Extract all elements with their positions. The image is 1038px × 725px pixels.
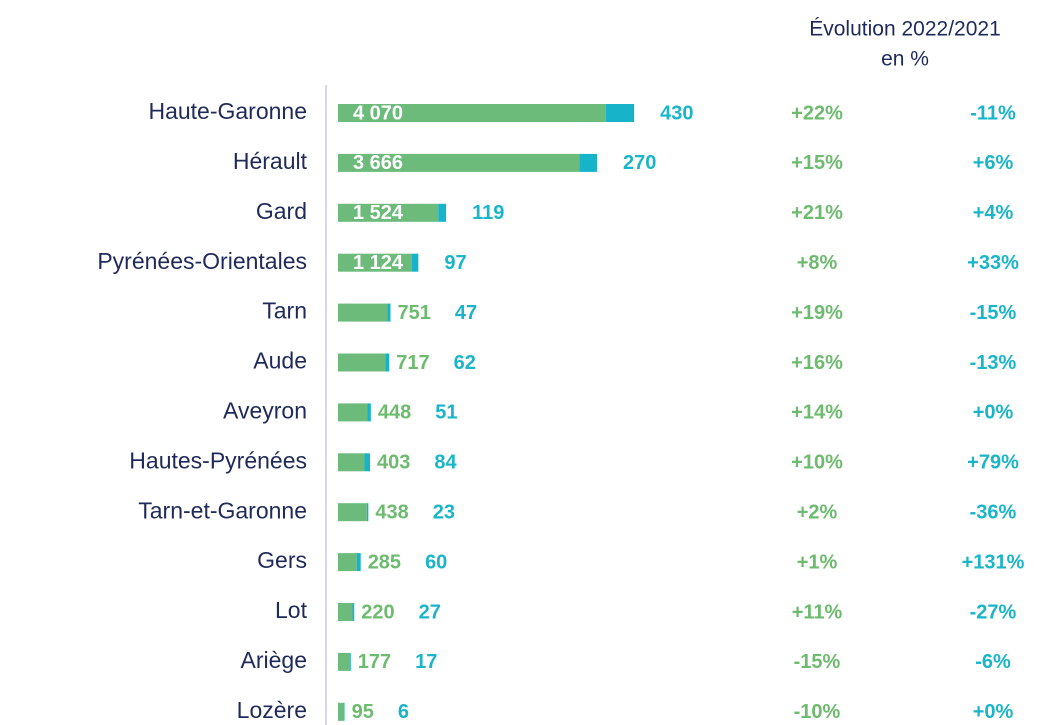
evolution-label: +2% (797, 501, 838, 523)
bar-segment (338, 253, 412, 272)
value-label: 4 070 (353, 102, 403, 124)
evolution-label: +33% (967, 252, 1019, 274)
evolution-label: +1% (797, 551, 838, 573)
bar-segment (352, 603, 355, 621)
bar-segment (338, 104, 606, 122)
bar-segment (385, 353, 390, 372)
category-label: Haute-Garonne (148, 98, 307, 124)
bar-segment (338, 153, 580, 172)
bar-segment (366, 503, 369, 522)
value-label: 23 (433, 501, 455, 523)
category-label: Ariège (241, 647, 307, 673)
bar-segment (338, 652, 350, 671)
evolution-label: +8% (797, 252, 838, 274)
value-label: 95 (352, 701, 374, 723)
category-label: Pyrénées-Orientales (97, 248, 307, 274)
bar-segment (338, 453, 365, 472)
evolution-label: +131% (962, 551, 1025, 573)
evolution-label: +14% (791, 402, 843, 424)
value-label: 60 (425, 551, 447, 573)
category-label: Lot (275, 597, 308, 623)
category-label: Hérault (233, 148, 308, 174)
evolution-label: +16% (791, 352, 843, 374)
evolution-label: -27% (970, 601, 1017, 623)
bar-segment (338, 702, 345, 721)
value-label: 717 (396, 352, 429, 374)
value-label: 1 124 (353, 252, 404, 274)
bar-segment (338, 603, 353, 621)
evolution-label: +0% (973, 402, 1014, 424)
evolution-label: +19% (791, 302, 843, 324)
evolution-label: +15% (791, 152, 843, 174)
value-label: 430 (660, 102, 693, 124)
evolution-label: +22% (791, 102, 843, 124)
value-label: 270 (623, 152, 656, 174)
value-label: 17 (415, 651, 437, 673)
value-label: 51 (435, 402, 457, 424)
bar-segment (367, 403, 371, 422)
evolution-label: +79% (967, 452, 1019, 474)
category-label: Lozère (237, 697, 307, 723)
value-label: 220 (361, 601, 394, 623)
evolution-label: +11% (792, 601, 843, 623)
evolution-label: +10% (791, 452, 843, 474)
bar-segment (579, 153, 597, 172)
bar-segment (338, 403, 368, 422)
bar-segment (364, 453, 371, 472)
category-label: Tarn-et-Garonne (138, 497, 307, 523)
category-label: Hautes-Pyrénées (129, 447, 307, 473)
value-label: 448 (378, 402, 411, 424)
value-label: 84 (434, 452, 457, 474)
bar-segment (387, 303, 391, 322)
category-label: Gard (256, 198, 307, 224)
value-label: 177 (358, 651, 391, 673)
evolution-label: +21% (791, 202, 843, 224)
bar-segment (349, 652, 351, 671)
category-label: Aveyron (223, 397, 307, 423)
evolution-label: -15% (794, 651, 841, 673)
value-label: 47 (455, 302, 477, 324)
evolution-label: -10% (794, 701, 841, 723)
value-label: 97 (444, 252, 466, 274)
evolution-label: +6% (973, 152, 1014, 174)
value-label: 27 (419, 601, 441, 623)
bar-segment (438, 203, 447, 222)
value-label: 3 666 (353, 152, 403, 174)
evolution-label: +4% (973, 202, 1014, 224)
value-label: 119 (472, 202, 504, 224)
value-label: 403 (377, 452, 410, 474)
bar-segment (338, 553, 357, 572)
category-label: Tarn (262, 298, 307, 324)
evolution-label: -11% (970, 102, 1016, 124)
category-label: Gers (257, 547, 307, 573)
header-line: Évolution 2022/2021 (809, 18, 1001, 41)
value-label: 285 (368, 551, 401, 573)
value-label: 438 (375, 501, 408, 523)
bar-segment (411, 253, 419, 272)
value-label: 751 (398, 302, 431, 324)
header-line: en % (881, 48, 929, 71)
evolution-label: -36% (970, 501, 1017, 523)
bar-segment (338, 303, 388, 322)
evolution-label: -13% (970, 352, 1017, 374)
evolution-label: -15% (970, 302, 1017, 324)
bar-segment (338, 203, 439, 222)
bar-segment (605, 104, 635, 122)
evolution-label: +0% (973, 701, 1014, 723)
bar-segment (356, 553, 361, 572)
evolution-label: -6% (975, 651, 1011, 673)
value-label: 1 524 (353, 202, 404, 224)
bar-segment (338, 353, 386, 372)
value-label: 62 (454, 352, 476, 374)
bar-segment (338, 503, 367, 522)
category-label: Aude (253, 348, 307, 374)
value-label: 6 (398, 701, 409, 723)
